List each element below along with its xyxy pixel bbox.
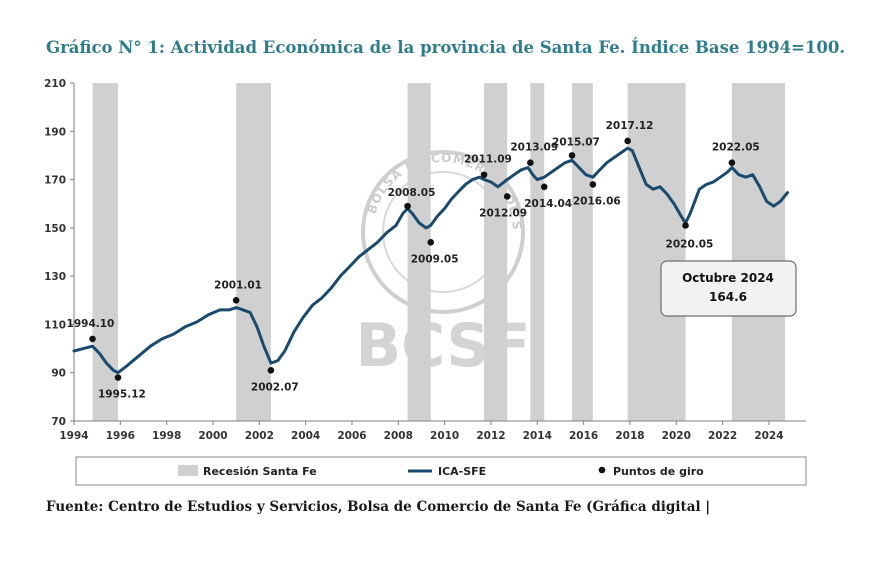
- legend-label-recession: Recesión Santa Fe: [203, 465, 317, 478]
- turning-point-label: 2017.12: [606, 120, 654, 132]
- annotation-line1: Octubre 2024: [682, 271, 774, 285]
- x-tick-label: 2010: [430, 430, 459, 442]
- recession-band: [731, 83, 786, 421]
- turning-point-label: 2016.06: [573, 195, 621, 207]
- turning-point: [89, 335, 96, 343]
- turning-point: [589, 181, 597, 188]
- x-tick-label: 2014: [523, 430, 552, 442]
- x-tick-label: 2006: [337, 430, 366, 442]
- turning-point: [682, 222, 689, 229]
- turning-point: [114, 374, 122, 381]
- source-note: Fuente: Centro de Estudios y Servicios, …: [46, 499, 711, 515]
- x-tick-label: 2002: [245, 430, 274, 442]
- recession-band: [236, 83, 271, 421]
- legend-swatch-recession: [178, 465, 198, 476]
- turning-points: 1994.10 1995.12 2001.01 2002.07 2008.05 2009.…: [67, 120, 760, 401]
- y-tick-label: 210: [44, 78, 66, 90]
- watermark-seal-outer: [361, 150, 525, 314]
- annotation-box: [660, 260, 797, 317]
- x-tick-label: 2016: [569, 430, 598, 442]
- turning-point: [404, 202, 411, 210]
- y-tick-label: 90: [51, 368, 66, 380]
- x-tick-label: 2024: [754, 430, 783, 442]
- turning-point: [267, 367, 275, 374]
- turning-point-label: 2022.05: [712, 142, 760, 154]
- y-tick-label: 110: [44, 319, 66, 331]
- turning-point: [540, 183, 548, 191]
- turning-point-label: 2015.07: [552, 136, 600, 148]
- recession-band: [572, 83, 593, 421]
- x-tick-label: 1996: [106, 430, 135, 442]
- axes: 70 90 110 130 150 170 190 210 1994 1996 1998 2000 20…: [44, 78, 806, 442]
- recession-band: [530, 83, 545, 421]
- y-tick-label: 190: [44, 126, 66, 138]
- turning-point: [503, 193, 511, 200]
- recession-band: [627, 83, 686, 421]
- x-tick-label: 1994: [59, 430, 88, 442]
- x-tick-label: 2020: [662, 430, 691, 442]
- x-tick-label: 2000: [198, 430, 227, 442]
- y-tick-label: 170: [44, 175, 66, 187]
- recession-band: [484, 83, 508, 421]
- y-tick-label: 130: [44, 271, 66, 283]
- x-tick-label: 2004: [291, 430, 320, 442]
- turning-point-label: 2012.09: [479, 207, 527, 219]
- x-tick-label: 2012: [476, 430, 505, 442]
- turning-point: [527, 159, 534, 166]
- turning-point-label: 2013.09: [510, 142, 558, 154]
- x-tick-label: 2022: [708, 430, 737, 442]
- turning-point-label: 2014.04: [524, 198, 572, 210]
- turning-point: [232, 296, 240, 304]
- recession-band: [92, 83, 119, 421]
- turning-point: [480, 171, 488, 179]
- annotation: Octubre 2024 164.6: [660, 260, 797, 317]
- x-tick-label: 1998: [152, 430, 181, 442]
- turning-point-label: 2008.05: [388, 187, 436, 199]
- y-tick-label: 150: [44, 223, 66, 235]
- turning-point-label: 1995.12: [98, 389, 146, 401]
- turning-point-label: 2002.07: [251, 381, 299, 393]
- turning-point-label: 2011.09: [464, 154, 512, 166]
- turning-point: [728, 159, 736, 166]
- recession-band: [407, 83, 431, 421]
- annotation-line2: 164.6: [709, 290, 747, 304]
- x-tick-label: 2018: [615, 430, 644, 442]
- turning-point-label: 2009.05: [411, 253, 459, 265]
- turning-point-label: 2020.05: [666, 238, 714, 250]
- turning-point: [624, 137, 631, 145]
- legend-label-point: Puntos de giro: [613, 465, 704, 478]
- turning-point-label: 1994.10: [67, 318, 115, 330]
- legend-label-line: ICA-SFE: [438, 465, 486, 478]
- turning-point-label: 2001.01: [214, 279, 262, 291]
- turning-point: [427, 239, 435, 246]
- legend-swatch-point: [598, 466, 606, 474]
- chart-title: Gráfico N° 1: Actividad Económica de la …: [46, 38, 846, 57]
- legend: Recesión Santa Fe ICA-SFE Puntos de giro: [75, 456, 807, 486]
- turning-point: [568, 152, 576, 159]
- x-tick-label: 2008: [384, 430, 413, 442]
- y-tick-label: 70: [51, 416, 66, 428]
